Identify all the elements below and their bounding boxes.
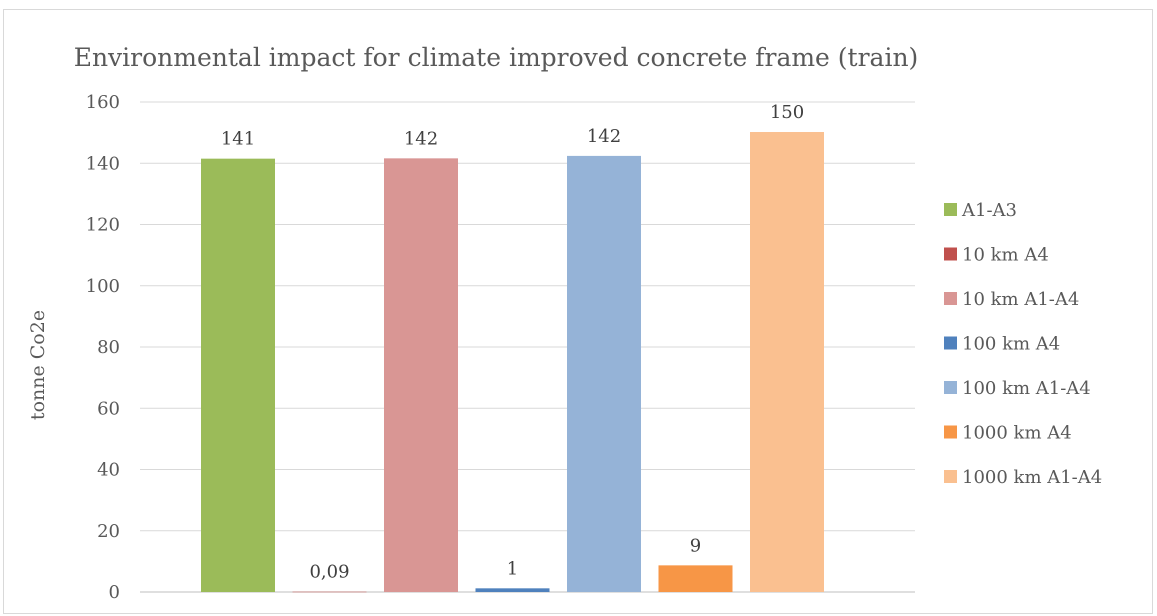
y-tick-label: 120 bbox=[86, 215, 120, 236]
y-tick-label: 20 bbox=[97, 521, 120, 542]
bar-100-km-a4 bbox=[475, 588, 550, 592]
legend-swatch bbox=[944, 203, 957, 216]
data-label: 141 bbox=[221, 129, 255, 150]
legend-label: 100 km A1-A4 bbox=[962, 378, 1091, 399]
y-tick-label: 160 bbox=[86, 92, 120, 113]
legend-label: 1000 km A4 bbox=[962, 423, 1072, 444]
bar-a1-a3 bbox=[201, 158, 275, 592]
data-label: 1 bbox=[507, 558, 518, 579]
data-label: 0,09 bbox=[309, 562, 349, 583]
legend-swatch bbox=[944, 336, 957, 350]
legend-swatch bbox=[944, 381, 957, 394]
y-tick-label: 40 bbox=[97, 460, 120, 481]
legend-label: 100 km A4 bbox=[962, 334, 1060, 355]
data-labels: 141 0,09 142 1 142 9 150 bbox=[221, 102, 804, 583]
legend-swatch bbox=[944, 470, 957, 483]
y-axis-ticks: 0 20 40 60 80 100 120 140 160 bbox=[86, 92, 120, 603]
y-tick-label: 100 bbox=[86, 276, 120, 297]
bar-10-km-a1-a4 bbox=[384, 158, 458, 592]
bar-1000-km-a4 bbox=[658, 565, 733, 592]
y-tick-label: 80 bbox=[97, 337, 120, 358]
bar-100-km-a1-a4 bbox=[567, 155, 641, 592]
legend-swatch bbox=[944, 247, 957, 261]
y-axis-label: tonne Co2e bbox=[27, 310, 49, 420]
data-label: 150 bbox=[770, 102, 804, 123]
legend-swatch bbox=[944, 292, 957, 305]
legend: A1-A3 10 km A4 10 km A1-A4 100 km A4 100 km … bbox=[944, 200, 1102, 488]
bars bbox=[201, 132, 824, 593]
y-tick-label: 140 bbox=[86, 153, 120, 174]
legend-label: A1-A3 bbox=[961, 200, 1017, 221]
bar-1000-km-a1-a4 bbox=[750, 132, 824, 592]
chart-title: Environmental impact for climate improve… bbox=[74, 43, 919, 72]
bar-10-km-a4 bbox=[292, 591, 367, 593]
legend-label: 10 km A4 bbox=[962, 245, 1049, 266]
data-label: 142 bbox=[587, 126, 621, 147]
legend-label: 1000 km A1-A4 bbox=[962, 467, 1102, 488]
data-label: 142 bbox=[404, 128, 438, 149]
data-label: 9 bbox=[690, 535, 701, 556]
legend-swatch bbox=[944, 425, 957, 439]
legend-label: 10 km A1-A4 bbox=[962, 289, 1079, 310]
y-tick-label: 0 bbox=[109, 582, 120, 603]
y-tick-label: 60 bbox=[97, 398, 120, 419]
